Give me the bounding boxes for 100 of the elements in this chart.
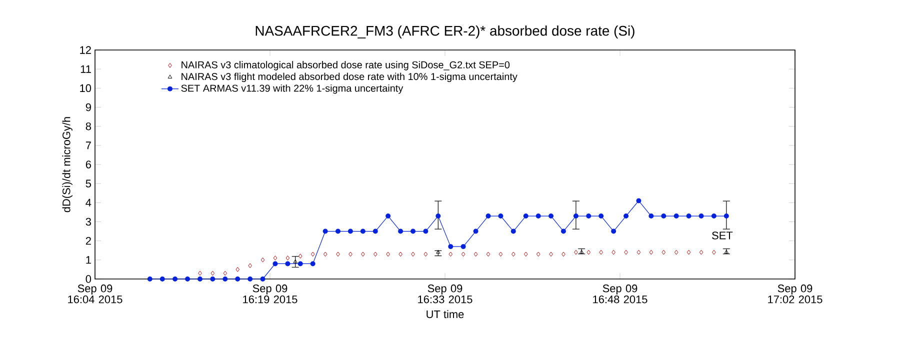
point — [410, 228, 416, 234]
point — [486, 252, 490, 257]
point — [486, 214, 491, 219]
point — [498, 214, 504, 219]
point — [460, 244, 466, 250]
y-tick-label: 4 — [86, 198, 92, 206]
point — [336, 252, 340, 257]
y-tick-label: 7 — [86, 142, 91, 150]
point — [523, 214, 528, 219]
point — [548, 214, 554, 219]
point — [448, 252, 453, 257]
point — [222, 276, 228, 282]
y-axis-title: dD(Si)/dt microGy/h — [62, 117, 72, 212]
point — [712, 250, 716, 255]
point — [711, 214, 716, 219]
point — [285, 261, 290, 266]
annotation: SET — [712, 232, 733, 240]
point — [298, 261, 303, 266]
point — [411, 252, 415, 257]
point — [335, 228, 340, 234]
y-tick-label: 11 — [80, 65, 91, 73]
point — [323, 252, 328, 257]
point — [322, 228, 328, 234]
point — [310, 252, 315, 257]
point — [386, 214, 391, 219]
point — [636, 198, 642, 204]
point — [536, 214, 541, 219]
point — [398, 252, 402, 257]
point — [686, 214, 692, 219]
point — [574, 250, 578, 255]
x-tick-label: Sep 09 16:48 2015 — [593, 284, 648, 304]
point — [498, 252, 503, 257]
point — [562, 252, 566, 257]
point — [636, 250, 641, 255]
point — [248, 263, 252, 268]
y-tick-label: 0 — [86, 275, 92, 283]
point — [185, 276, 190, 282]
point — [661, 214, 666, 219]
point — [272, 261, 278, 266]
point — [474, 252, 478, 257]
point — [172, 276, 178, 282]
point — [348, 228, 353, 234]
y-tick-label: 10 — [80, 84, 92, 92]
chart-title: NASAAFRCER2_FM3 (AFRC ER-2)* absorbed dose rate (Si) — [256, 26, 634, 39]
point — [236, 267, 240, 272]
point — [223, 270, 228, 276]
point — [674, 214, 679, 219]
point — [436, 214, 441, 219]
legend-label: NAIRAS v3 climatological absorbed dose rate using SiDose_G2.txt SEP=0 — [182, 61, 510, 70]
point — [599, 250, 603, 255]
point — [198, 270, 202, 276]
point — [286, 256, 290, 260]
point — [424, 252, 428, 257]
point — [198, 276, 202, 282]
y-tick-label: 2 — [86, 237, 91, 245]
point — [524, 252, 528, 257]
point — [510, 228, 516, 234]
x-axis-title: UT time — [426, 310, 464, 318]
point — [699, 250, 704, 255]
y-tick-label: 1 — [86, 256, 91, 264]
point — [586, 214, 592, 219]
point — [573, 214, 578, 219]
point — [624, 214, 629, 219]
point — [210, 270, 215, 276]
point — [662, 250, 666, 255]
x-tick-label: Sep 09 17:02 2015 — [768, 284, 822, 304]
point — [273, 256, 278, 260]
point — [260, 257, 265, 262]
point — [586, 250, 591, 255]
point — [461, 252, 466, 257]
point — [512, 252, 516, 257]
point — [360, 228, 366, 234]
point — [448, 244, 454, 250]
point — [298, 254, 302, 259]
point — [649, 250, 654, 255]
y-tick-label: 8 — [86, 122, 91, 130]
point — [160, 276, 165, 282]
point — [398, 228, 404, 234]
point — [536, 252, 540, 257]
point — [674, 250, 678, 255]
point — [372, 228, 378, 234]
point — [423, 228, 428, 234]
point — [473, 228, 478, 234]
y-tick-label: 6 — [86, 160, 91, 168]
x-tick-label: Sep 09 16:33 2015 — [418, 284, 472, 304]
y-tick-label: 12 — [80, 46, 91, 54]
point — [361, 252, 365, 257]
legend-label: SET ARMAS v11.39 with 22% 1-sigma uncertainty — [181, 84, 404, 94]
point — [374, 252, 378, 257]
point — [235, 276, 240, 282]
point — [724, 214, 729, 219]
point — [293, 259, 298, 264]
y-tick-label: 5 — [86, 180, 92, 188]
point — [310, 261, 316, 266]
point — [698, 214, 704, 219]
point — [612, 250, 616, 255]
x-tick-label: Sep 09 16:04 2015 — [68, 284, 122, 304]
point — [248, 276, 253, 282]
point — [598, 214, 604, 219]
point — [147, 276, 152, 282]
